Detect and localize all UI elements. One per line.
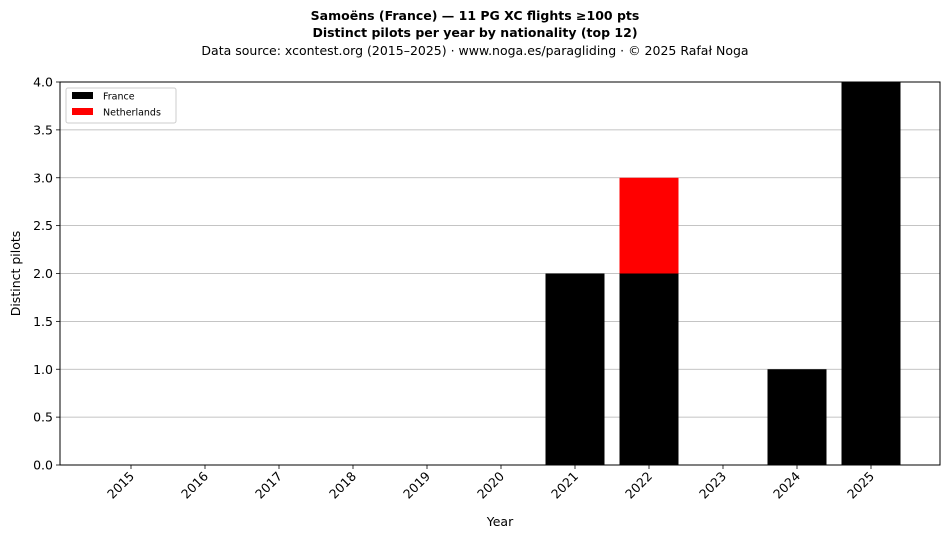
x-axis: 2015 2016 2017 2018 2019 2020 2021 2022 2023 2024…: [104, 465, 877, 502]
legend-swatch-france: [72, 92, 93, 99]
x-tick-label: 2025: [844, 469, 877, 502]
chart-subtitle: Distinct pilots per year by nationality …: [312, 25, 638, 40]
bar-france-2022: [619, 273, 679, 465]
x-tick-label: 2021: [548, 469, 581, 502]
x-tick-label: 2019: [400, 468, 433, 501]
y-tick-label: 3.5: [33, 122, 53, 137]
bars: [545, 82, 901, 465]
y-tick-label: 1.0: [33, 362, 53, 377]
y-tick-label: 0.0: [33, 458, 53, 473]
x-tick-label: 2022: [622, 469, 655, 502]
bar-netherlands-2022: [619, 177, 679, 274]
y-tick-label: 2.0: [33, 266, 53, 281]
y-tick-label: 4.0: [33, 75, 53, 90]
legend-label-france: France: [103, 92, 135, 103]
x-tick-label: 2018: [326, 468, 359, 501]
y-axis: 0.0 0.5 1.0 1.5 2.0 2.5 3.0 3.5 4.0: [33, 75, 60, 473]
legend-box: [65, 87, 177, 124]
x-axis-label: Year: [486, 514, 514, 529]
bar-france-2025: [841, 82, 901, 465]
x-tick-label: 2017: [252, 469, 285, 502]
x-tick-label: 2015: [104, 469, 137, 502]
legend: France Netherlands: [65, 87, 177, 124]
legend-label-netherlands: Netherlands: [103, 108, 161, 119]
y-tick-label: 1.5: [33, 314, 53, 329]
chart-source-note: Data source: xcontest.org (2015–2025) · …: [201, 43, 749, 58]
x-tick-label: 2016: [178, 468, 211, 501]
x-tick-label: 2024: [770, 468, 803, 501]
x-tick-label: 2023: [696, 469, 729, 502]
bar-france-2024: [767, 369, 827, 465]
y-tick-label: 3.0: [33, 170, 53, 185]
y-tick-label: 0.5: [33, 410, 53, 425]
y-axis-label: Distinct pilots: [8, 231, 23, 317]
chart-title: Samoëns (France) — 11 PG XC flights ≥100…: [310, 8, 640, 23]
legend-swatch-netherlands: [72, 108, 93, 115]
x-tick-label: 2020: [474, 468, 507, 501]
bar-france-2021: [545, 273, 605, 465]
y-tick-label: 2.5: [33, 218, 53, 233]
